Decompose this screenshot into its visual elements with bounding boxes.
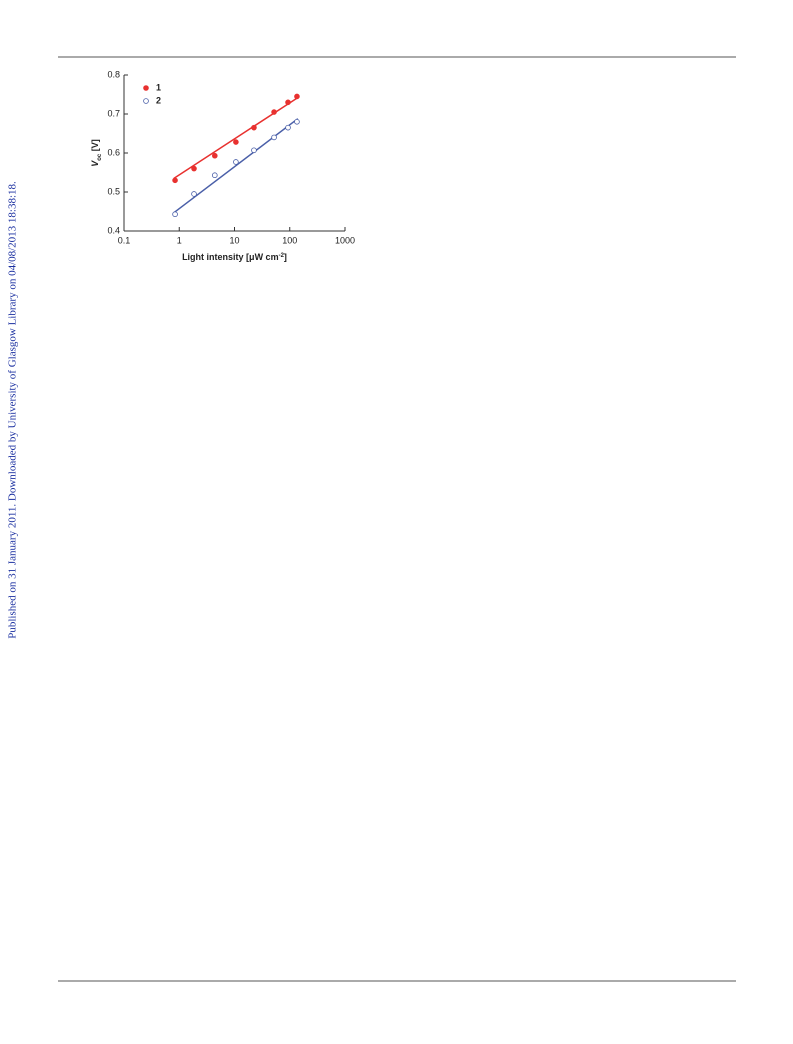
legend-label: 1: [156, 82, 161, 92]
point: [285, 99, 291, 106]
chart: 0.4 0.5 0.6 0.7 0.8 0.1 1 10 100 1000 Light intens…: [90, 69, 355, 262]
point: [271, 134, 277, 141]
x-tick-label: 100: [282, 235, 297, 245]
x-tick-label: 1000: [335, 235, 355, 245]
y-tick-label: 0.4: [107, 225, 120, 235]
fit-line: [173, 118, 299, 214]
legend-label: 2: [156, 95, 161, 105]
point: [191, 191, 197, 197]
y-label-part: [V]: [90, 139, 100, 154]
point: [294, 119, 300, 125]
point: [251, 124, 257, 131]
point: [251, 147, 257, 154]
x-tick-label: 1: [177, 235, 182, 245]
fit-line: [173, 96, 299, 179]
point: [172, 211, 178, 218]
sidebar-note: Published on 31 January 2011. Downloaded…: [7, 181, 19, 639]
point: [191, 165, 197, 172]
y-label-part: oc: [97, 153, 103, 161]
x-tick-label: 0.1: [118, 235, 131, 245]
point: [212, 152, 218, 159]
point: [172, 177, 178, 184]
point: [212, 172, 218, 179]
y-tick-label: 0.6: [107, 147, 120, 157]
point: [285, 124, 291, 131]
point: [233, 139, 239, 145]
legend-marker: [143, 98, 149, 104]
y-tick-label: 0.7: [107, 108, 120, 118]
x-label-part: Light intensity [μW cm: [182, 252, 279, 262]
y-tick-label: 0.5: [107, 186, 120, 196]
x-axis-label: Light intensity [μW cm-2]: [182, 252, 287, 262]
point: [233, 159, 239, 165]
y-axis-label: Voc [V]: [90, 139, 102, 167]
x-label-part: ]: [284, 252, 287, 262]
point: [271, 109, 277, 115]
point: [294, 93, 300, 100]
y-tick-label: 0.8: [107, 69, 120, 79]
y-label-part: V: [90, 160, 100, 167]
x-tick-label: 10: [229, 235, 239, 245]
x-label-part: -2: [279, 253, 285, 259]
legend-marker: [143, 85, 149, 91]
